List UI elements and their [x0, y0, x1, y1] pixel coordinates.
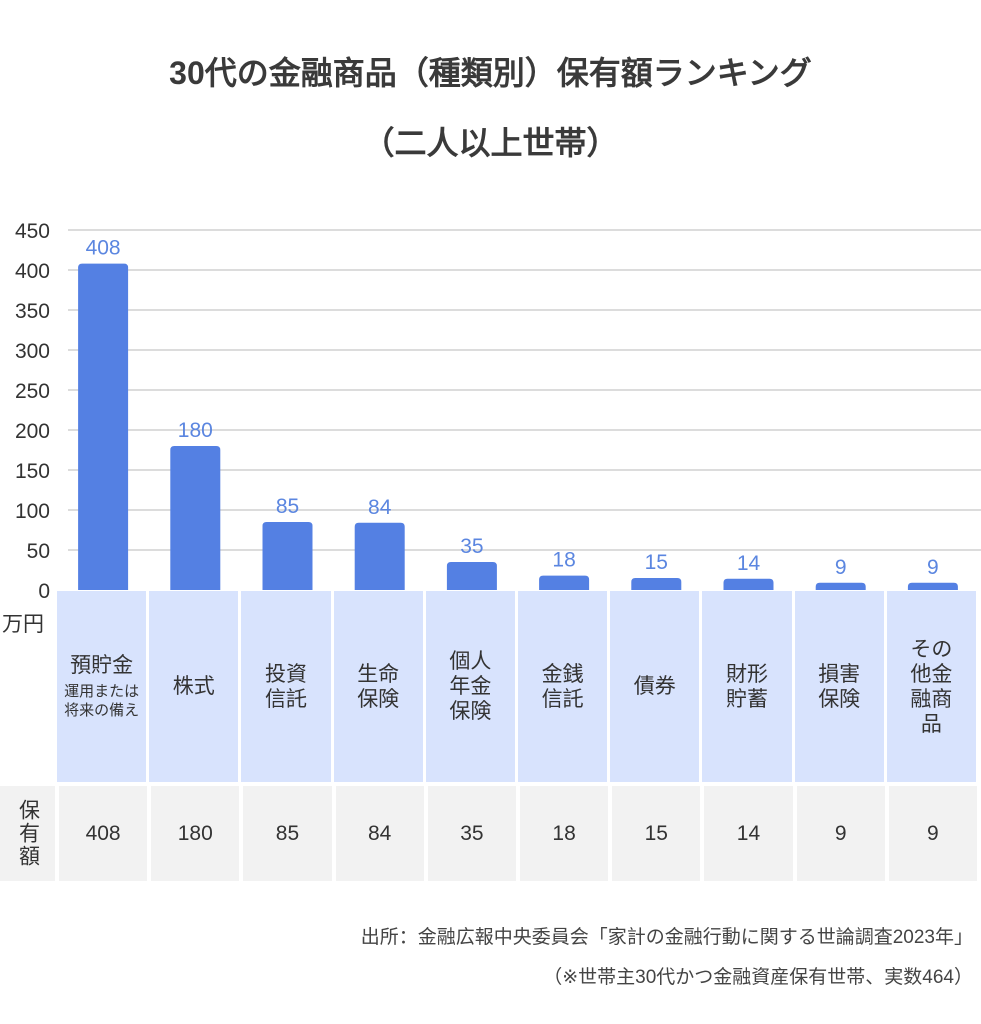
category-label: 生命保険 — [357, 662, 400, 711]
bar — [170, 446, 221, 590]
value-cell: 84 — [335, 786, 424, 881]
category-label: 株式 — [172, 675, 215, 698]
y-tick-label: 450 — [15, 220, 50, 243]
value-cell: 9 — [888, 786, 977, 881]
data-label: 35 — [460, 535, 483, 558]
bar — [262, 522, 313, 590]
data-label: 18 — [552, 549, 575, 572]
category-label-cell: 債券 — [610, 591, 700, 782]
value-cell: 9 — [796, 786, 885, 881]
source-note-detail: （※世帯主30代かつ金融資産保有世帯、実数464） — [543, 967, 973, 988]
value-cell: 408 — [59, 786, 148, 881]
category-label-cell: 株式 — [149, 591, 239, 782]
category-label: 債券 — [633, 675, 676, 698]
category-label: 預貯金 — [70, 654, 134, 677]
data-label: 85 — [276, 495, 299, 518]
y-tick-label: 250 — [15, 380, 50, 403]
bar — [631, 578, 682, 590]
chart-subtitle: （二人以上世帯） — [362, 125, 619, 161]
value-cell: 85 — [243, 786, 332, 881]
y-tick-label: 350 — [15, 300, 50, 323]
y-tick-label: 0 — [38, 580, 50, 600]
y-tick-label: 400 — [15, 260, 50, 283]
bar-plot: 0 50 100 150 200 250 300 350 400 450 408 180 85 84 35 1… — [15, 220, 981, 600]
source-note: 出所：金融広報中央委員会「家計の金融行動に関する世論調査2023年」 — [360, 927, 973, 948]
y-tick-label: 200 — [15, 420, 50, 443]
y-tick-label: 50 — [27, 540, 50, 563]
category-label-cell: 金銭信託 — [518, 591, 608, 782]
y-tick-label: 300 — [15, 340, 50, 363]
bar — [723, 578, 774, 590]
category-label-cell: その他金融商品 — [886, 591, 976, 782]
data-label: 408 — [86, 237, 121, 260]
value-cell: 15 — [612, 786, 701, 881]
value-cell: 180 — [151, 786, 240, 881]
category-sublabel: 運用または将来の備え — [64, 683, 140, 719]
data-label: 9 — [927, 556, 939, 579]
data-label: 180 — [178, 419, 213, 442]
bar — [907, 582, 958, 590]
data-label: 14 — [737, 552, 761, 575]
category-label: 投資信託 — [264, 662, 307, 711]
value-cell: 18 — [520, 786, 609, 881]
category-label: 損害保険 — [818, 662, 861, 711]
category-label: 個人年金保険 — [449, 650, 492, 723]
bar — [539, 575, 590, 590]
bar — [78, 263, 129, 590]
data-label: 9 — [835, 556, 847, 579]
category-label: その他金融商品 — [910, 637, 953, 736]
value-cell: 35 — [427, 786, 516, 881]
category-label-cell: 投資信託 — [241, 591, 331, 782]
value-row-header: 保有額 — [0, 786, 55, 881]
category-label-cell: 損害保険 — [794, 591, 884, 782]
data-label: 15 — [645, 551, 668, 574]
category-label-cell: 個人年金保険 — [425, 591, 515, 782]
y-tick-label: 150 — [15, 460, 50, 483]
category-label-cell: 生命保険 — [333, 591, 423, 782]
unit-label: 万円 — [2, 613, 44, 636]
category-label: 金銭信託 — [541, 662, 584, 711]
bar — [446, 562, 497, 590]
y-tick-label: 100 — [15, 500, 50, 523]
value-cell: 14 — [704, 786, 793, 881]
category-label-cell: 財形貯蓄 — [702, 591, 792, 782]
bar — [354, 522, 405, 590]
data-label: 84 — [368, 496, 392, 519]
bar — [815, 582, 866, 590]
category-label: 財形貯蓄 — [725, 662, 768, 711]
category-label-cell: 預貯金運用または将来の備え — [57, 591, 147, 782]
chart-title: 30代の金融商品（種類別）保有額ランキング — [169, 55, 812, 91]
